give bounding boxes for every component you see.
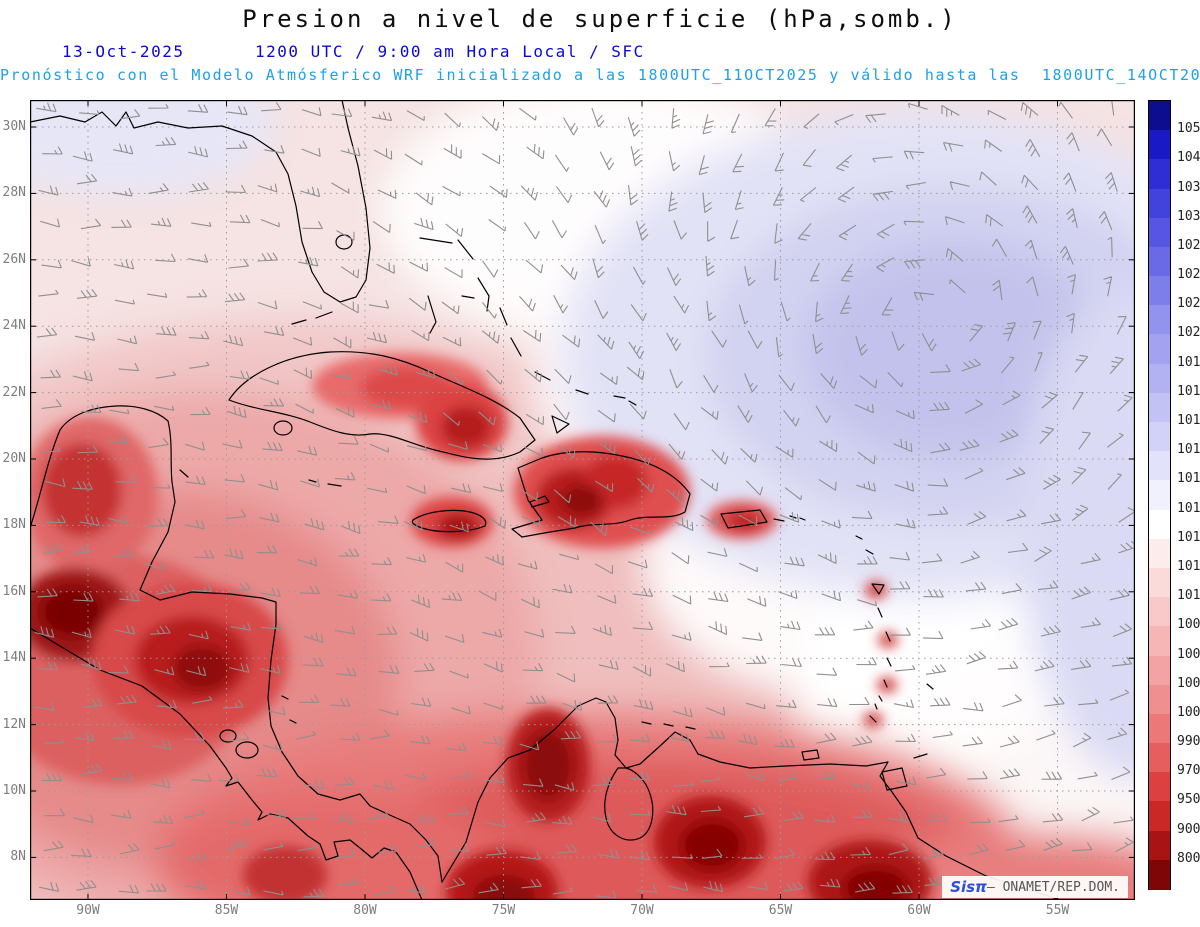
- map-frame-border: [30, 100, 1135, 900]
- coast-puerto-rico: [720, 509, 806, 529]
- coast-pacific-central-america: [30, 627, 423, 900]
- valid-time-row: 13-Oct-2025 1200 UTC / 9:00 am Hora Loca…: [0, 42, 1200, 64]
- lat-label: 16N: [2, 583, 26, 599]
- colorbar-segment: [1149, 684, 1170, 715]
- colorbar-segment: [1149, 830, 1170, 861]
- lon-label: 85W: [214, 903, 239, 918]
- colorbar-tick-label: 1040: [1177, 150, 1200, 166]
- colorbar-segment: [1149, 859, 1170, 890]
- coast-bahamas: [179, 237, 637, 724]
- lat-label: 22N: [2, 384, 26, 400]
- colorbar-tick-label: 970: [1177, 763, 1200, 779]
- coast-lesser-antilles: [641, 535, 934, 791]
- lat-label: 14N: [2, 650, 26, 666]
- pressure-map: Sisπ — ONAMET/REP.DOM.: [30, 100, 1135, 900]
- colorbar-segment: [1149, 743, 1170, 773]
- lon-label: 80W: [353, 903, 377, 918]
- page-title: Presion a nivel de superficie (hPa,somb.…: [242, 5, 958, 33]
- colorbar-segment: [1149, 626, 1170, 657]
- wind-barbs: [34, 100, 1135, 899]
- pressure-colorbar: [1148, 100, 1171, 890]
- watermark: Sisπ — ONAMET/REP.DOM.: [942, 876, 1128, 898]
- colorbar-segment: [1149, 334, 1170, 365]
- lon-label: 65W: [768, 903, 793, 918]
- lon-label: 90W: [76, 903, 100, 918]
- colorbar-segment: [1149, 538, 1170, 569]
- colorbar-tick-label: 1050: [1177, 121, 1200, 137]
- lat-label: 26N: [2, 251, 26, 267]
- watermark-brand: Sisπ: [950, 878, 987, 896]
- colorbar-tick-label: 1020: [1177, 325, 1200, 341]
- lat-label: 30N: [2, 119, 26, 134]
- coast-hispaniola: [511, 451, 691, 538]
- valid-date: 13-Oct-2025: [62, 42, 185, 61]
- colorbar-tick-label: 1014: [1177, 500, 1200, 516]
- lat-label: 28N: [2, 185, 26, 201]
- colorbar-segment: [1149, 509, 1170, 540]
- colorbar-tick-label: 1006: [1177, 646, 1200, 662]
- lat-label: 12N: [2, 716, 26, 732]
- lon-label: 75W: [491, 903, 516, 918]
- colorbar-segment: [1149, 246, 1170, 277]
- colorbar-tick-label: 1030: [1177, 208, 1200, 224]
- colorbar-segment: [1149, 363, 1170, 394]
- lat-label: 18N: [2, 517, 26, 533]
- colorbar-segment: [1149, 713, 1170, 744]
- colorbar-tick-label: 1008: [1177, 617, 1200, 633]
- colorbar-tick-label: 950: [1177, 792, 1200, 808]
- colorbar-tick-label: 900: [1177, 821, 1200, 837]
- colorbar-segment: [1149, 480, 1170, 511]
- lat-label: 20N: [2, 451, 26, 466]
- colorbar-segment: [1149, 422, 1170, 452]
- colorbar-tick-label: 1035: [1177, 179, 1200, 195]
- colorbar-segment: [1149, 217, 1170, 248]
- lat-label: 24N: [2, 318, 26, 334]
- forecast-description: Pronóstico con el Modelo Atmósferico WRF…: [0, 66, 1200, 84]
- watermark-credit: — ONAMET/REP.DOM.: [986, 879, 1120, 895]
- colorbar-tick-label: 1022: [1177, 296, 1200, 312]
- colorbar-tick-label: 1019: [1177, 354, 1200, 370]
- coast-gulf-florida: [30, 100, 371, 325]
- colorbar-tick-label: 1028: [1177, 237, 1200, 253]
- colorbar-tick-label: 1017: [1177, 413, 1200, 429]
- lat-label: 8N: [10, 849, 26, 865]
- colorbar-segment: [1149, 188, 1170, 219]
- colorbar-segment: [1149, 130, 1170, 160]
- colorbar-segment: [1149, 392, 1170, 423]
- valid-time: 1200 UTC / 9:00 am Hora Local / SFC: [255, 42, 645, 61]
- colorbar-segment: [1149, 597, 1170, 627]
- coast-cuba: [228, 351, 536, 460]
- colorbar-tick-label: 1012: [1177, 558, 1200, 574]
- lon-label: 60W: [907, 903, 931, 918]
- colorbar-segment: [1149, 772, 1170, 803]
- colorbar-segment: [1149, 159, 1170, 190]
- colorbar-tick-label: 1010: [1177, 588, 1200, 604]
- lat-label: 10N: [2, 783, 26, 798]
- colorbar-segment: [1149, 451, 1170, 481]
- colorbar-segment: [1149, 101, 1170, 131]
- colorbar-segment: [1149, 567, 1170, 598]
- colorbar-tick-label: 1015: [1177, 471, 1200, 487]
- coast-central-south-america: [30, 405, 1061, 900]
- colorbar-tick-label: 1016: [1177, 442, 1200, 458]
- colorbar-tick-label: 1002: [1177, 675, 1200, 691]
- colorbar-segment: [1149, 655, 1170, 686]
- colorbar-segment: [1149, 305, 1170, 336]
- colorbar-tick-label: 990: [1177, 734, 1200, 750]
- colorbar-tick-label: 1000: [1177, 704, 1200, 720]
- pressure-shading-cores: [30, 353, 932, 900]
- colorbar-tick-label: 1018: [1177, 383, 1200, 399]
- lon-label: 55W: [1045, 903, 1070, 918]
- map-canvas: [30, 100, 1135, 900]
- colorbar-segment: [1149, 801, 1170, 832]
- colorbar-tick-label: 1013: [1177, 529, 1200, 545]
- lon-label: 70W: [630, 903, 654, 918]
- colorbar-tick-label: 1025: [1177, 267, 1200, 283]
- colorbar-segment: [1149, 276, 1170, 306]
- colorbar-tick-label: 800: [1177, 850, 1200, 866]
